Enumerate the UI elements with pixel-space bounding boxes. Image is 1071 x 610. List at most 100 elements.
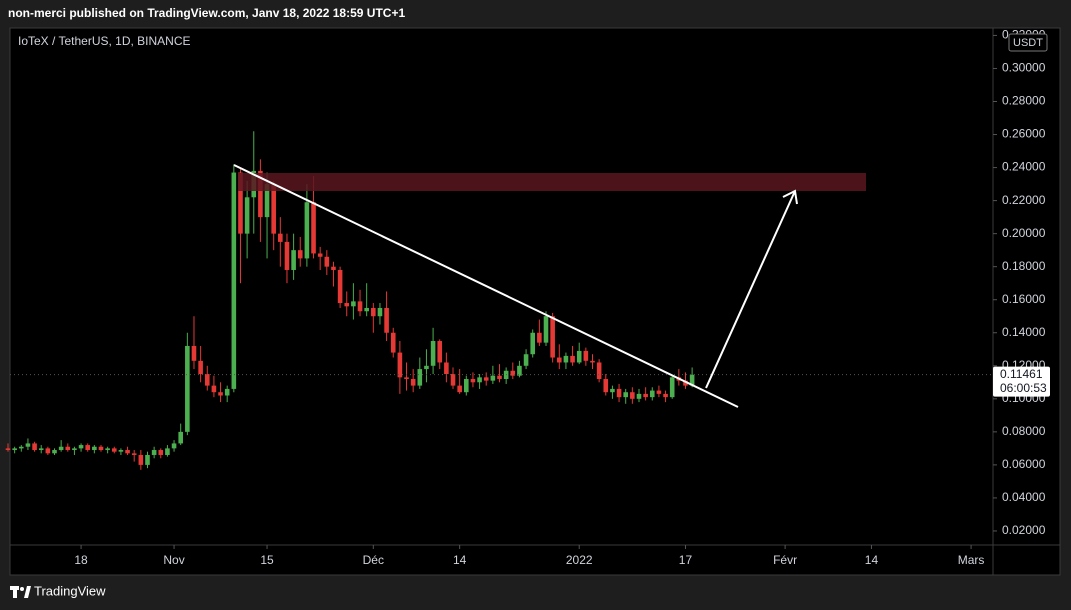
candle-body xyxy=(497,375,502,379)
candle-body xyxy=(550,316,555,358)
candle-body xyxy=(105,448,110,451)
candle-body xyxy=(278,233,283,242)
logo-stem xyxy=(13,590,17,598)
candle-body xyxy=(669,377,675,398)
footer-logo xyxy=(10,586,31,598)
candle-body xyxy=(271,184,276,234)
logo-bar xyxy=(10,586,19,590)
candle-body xyxy=(530,332,536,355)
candle-body xyxy=(543,316,549,343)
x-tick-label: 18 xyxy=(74,553,88,567)
candle-body xyxy=(683,380,688,386)
x-tick-label: 2022 xyxy=(566,553,593,567)
candle-body xyxy=(12,448,17,451)
candle-body xyxy=(32,443,37,451)
candle-body xyxy=(258,170,263,218)
candle-body xyxy=(165,448,170,455)
last-price-box xyxy=(993,366,1050,397)
candle-body xyxy=(78,445,84,449)
candle-body xyxy=(444,362,449,375)
candle-body xyxy=(483,377,489,381)
candle-body xyxy=(138,454,144,465)
candle-body xyxy=(178,431,183,444)
candle-body xyxy=(25,443,31,447)
y-tick-label: 0.18000 xyxy=(1002,259,1046,273)
candle-body xyxy=(198,360,203,375)
candle-body xyxy=(317,253,323,257)
candle-body xyxy=(98,446,104,451)
candle-body xyxy=(211,385,217,393)
x-tick-label: Déc xyxy=(363,553,384,567)
candle-body xyxy=(58,446,64,451)
candle-body xyxy=(357,301,363,312)
y-tick-label: 0.14000 xyxy=(1002,325,1046,339)
candle-body xyxy=(583,350,589,361)
candle-body xyxy=(171,443,177,449)
last-price-label: 0.11461 xyxy=(1000,367,1043,381)
y-tick-label: 0.22000 xyxy=(1002,193,1046,207)
candle-body xyxy=(603,378,609,393)
candle-body xyxy=(410,378,416,386)
candle-body xyxy=(643,393,648,398)
candle-body xyxy=(510,370,516,376)
candle-body xyxy=(404,377,409,379)
y-tick-label: 0.24000 xyxy=(1002,160,1046,174)
candle-body xyxy=(537,332,542,343)
candle-body xyxy=(457,385,462,393)
candle-body xyxy=(364,307,369,312)
candle-body xyxy=(111,448,117,452)
candle-body xyxy=(616,388,622,398)
candle-body xyxy=(224,388,230,396)
header-text: non-merci published on TradingView.com, … xyxy=(8,6,405,20)
candle-body xyxy=(52,450,57,454)
candle-body xyxy=(145,454,150,465)
candle-body xyxy=(563,355,569,363)
x-tick-label: 17 xyxy=(679,553,693,567)
candle-body xyxy=(596,362,602,379)
candle-body xyxy=(397,352,403,378)
candle-body xyxy=(284,241,290,270)
candle-body xyxy=(291,250,296,270)
logo-dot xyxy=(20,587,24,591)
y-tick-label: 0.06000 xyxy=(1002,457,1046,471)
candle-body xyxy=(218,392,223,396)
candle-body xyxy=(185,345,190,432)
candle-body xyxy=(204,374,210,386)
footer-text: TradingView xyxy=(34,583,106,598)
candle-body xyxy=(490,375,496,381)
candle-body xyxy=(38,448,44,451)
candle-body xyxy=(477,377,482,383)
candle-body xyxy=(158,450,164,455)
chart-area xyxy=(9,27,1061,576)
candle-body xyxy=(118,450,124,452)
candle-body xyxy=(470,378,476,383)
candle-body xyxy=(417,369,423,386)
candle-body xyxy=(523,354,529,366)
candle-body xyxy=(231,172,237,389)
candle-body xyxy=(344,303,350,307)
candle-body xyxy=(18,446,24,449)
candle-body xyxy=(337,269,343,304)
y-tick-label: 0.20000 xyxy=(1002,226,1046,240)
x-tick-label: 14 xyxy=(453,553,467,567)
y-tick-label: 0.16000 xyxy=(1002,292,1046,306)
candle-body xyxy=(85,445,91,451)
logo-slash xyxy=(24,586,31,598)
candle-body xyxy=(576,350,582,363)
currency-box xyxy=(1008,33,1048,52)
x-tick-label: Mars xyxy=(958,553,985,567)
y-tick-label: 0.30000 xyxy=(1002,61,1046,75)
candle-body xyxy=(556,357,562,363)
candle-body xyxy=(304,202,310,259)
candle-body xyxy=(125,450,130,454)
candle-body xyxy=(570,355,575,363)
y-tick-label: 0.26000 xyxy=(1002,127,1046,141)
candle-body xyxy=(689,374,695,386)
candle-body xyxy=(191,345,197,361)
candle-body xyxy=(244,197,250,234)
candle-body xyxy=(590,360,595,363)
trend-line xyxy=(233,164,739,408)
candle-body xyxy=(65,446,71,451)
candle-body xyxy=(623,392,629,398)
